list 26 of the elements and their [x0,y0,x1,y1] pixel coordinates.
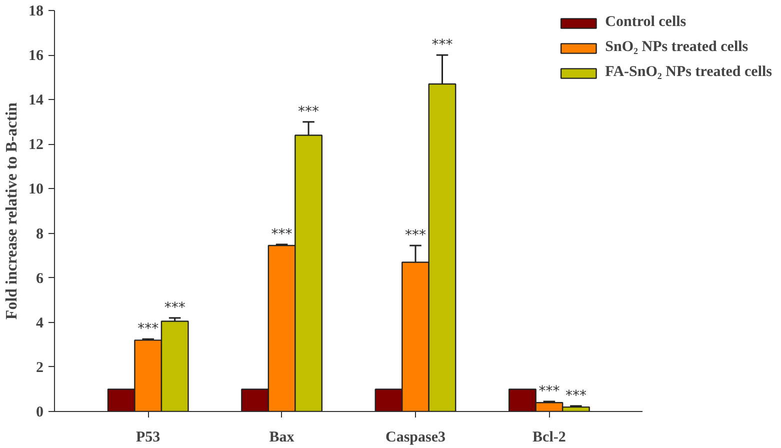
data-label: *** [138,321,159,338]
data-label: *** [271,226,292,242]
x-tick-label: P53 [136,430,160,446]
legend-label: FA-SnO₂ NPs treated cells [605,64,772,81]
y-tick-label: 12 [28,137,44,154]
data-label: *** [164,300,186,316]
legend-label: Control cells [605,14,686,31]
x-tick-label: Bax [269,430,295,446]
legend-label: SnO₂ NPs treated cells [605,39,748,56]
x-tick-label: Caspase3 [385,430,446,446]
data-label: *** [432,37,453,54]
y-tick-label: 0 [36,404,44,420]
y-tick-label: 2 [36,360,44,376]
data-label: *** [565,388,586,404]
data-label: *** [538,383,560,400]
data-label: *** [298,104,320,120]
data-label: *** [405,228,426,244]
y-tick-label: 18 [28,4,44,20]
x-tick-label: Bcl-2 [532,430,566,446]
y-tick-label: 4 [36,315,44,332]
y-tick-label: 14 [28,92,44,109]
y-tick-label: 16 [28,48,44,64]
y-axis-title: Fold increase relative to B-actin [4,102,20,320]
y-tick-label: 6 [36,270,44,287]
y-tick-label: 8 [36,226,44,242]
y-tick-label: 10 [28,182,44,198]
